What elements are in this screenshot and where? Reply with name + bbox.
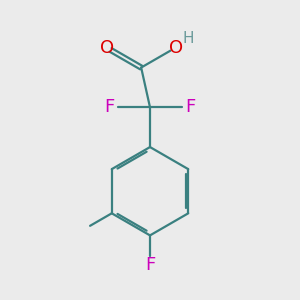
Text: O: O [100, 39, 114, 57]
Text: F: F [185, 98, 196, 116]
Text: H: H [183, 31, 194, 46]
Text: F: F [145, 256, 155, 274]
Text: O: O [169, 39, 183, 57]
Text: F: F [104, 98, 115, 116]
